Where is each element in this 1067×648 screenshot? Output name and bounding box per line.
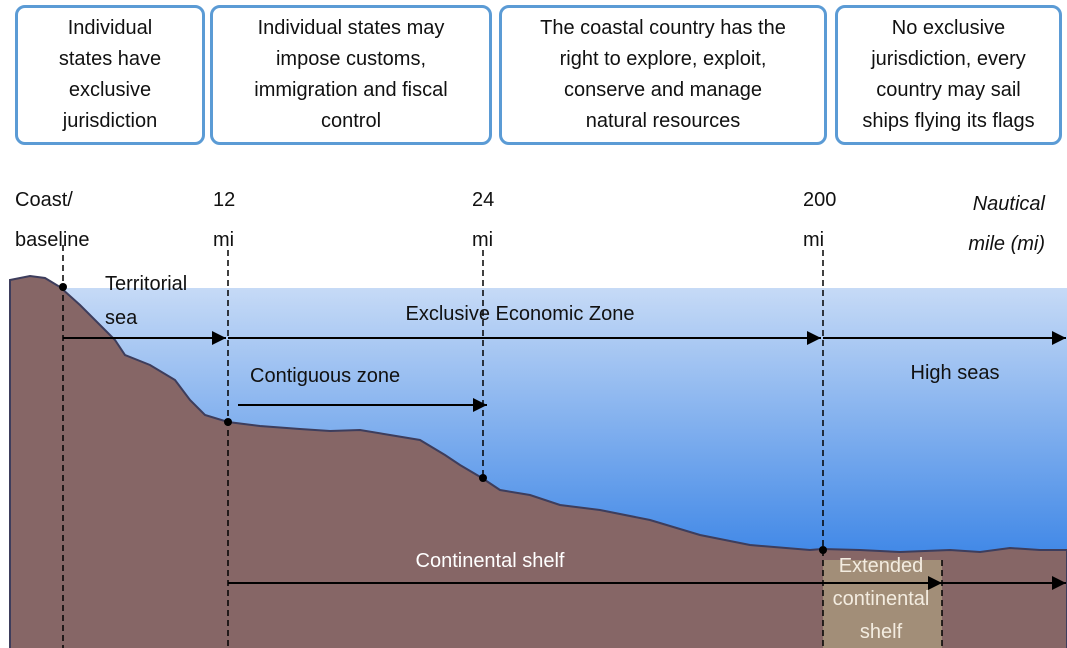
zone-label: sea [105, 307, 138, 329]
box-line: No exclusive [891, 17, 1006, 39]
distance-label: Coast/ [15, 189, 73, 211]
box-line: exclusive [68, 79, 152, 101]
info-box: The coastal country has the right to expl… [499, 5, 827, 145]
distance-label: mi [803, 229, 824, 251]
box-line: states have [58, 48, 162, 70]
zone-label: Continental shelf [416, 550, 565, 572]
zone-label: Extended [839, 555, 924, 577]
distance-label: mi [213, 229, 234, 251]
box-line: jurisdiction [62, 110, 158, 132]
box-line: jurisdiction, every [871, 48, 1026, 70]
box-line: impose customs, [275, 48, 427, 70]
box-line: right to explore, exploit, [559, 48, 767, 70]
box-line: conserve and manage [564, 79, 762, 101]
box-line: Individual states may [257, 17, 445, 39]
info-box: Individual states have exclusive jurisdicti… [15, 5, 205, 145]
box-line: country may sail [876, 79, 1021, 101]
box-line: The coastal country has the [540, 17, 786, 39]
info-box: No exclusive jurisdiction, every country m… [835, 5, 1062, 145]
zone-label: Territorial [105, 273, 187, 295]
distance-label: 200 [803, 189, 836, 211]
seabed [9, 274, 1067, 648]
distance-label: 24 [472, 189, 494, 211]
box-line: Individual [67, 17, 153, 39]
distance-label: mi [472, 229, 493, 251]
box-line: natural resources [585, 110, 741, 132]
zone-label: Exclusive Economic Zone [406, 303, 635, 325]
info-box: Individual states may impose customs, immi… [210, 5, 492, 145]
arrows [63, 331, 1066, 590]
dashed-lines [62, 245, 943, 648]
box-line: ships flying its flags [862, 110, 1035, 132]
unit-label: Nautical [973, 193, 1046, 215]
distance-label: baseline [15, 229, 90, 251]
zone-label: continental [833, 588, 930, 610]
distance-label: 12 [213, 189, 235, 211]
box-line: control [320, 110, 382, 132]
extended-shelf-area [823, 560, 942, 648]
points [59, 283, 827, 554]
unit-label: mile (mi) [968, 233, 1045, 255]
zone-label: shelf [860, 621, 903, 643]
zone-label: High seas [911, 362, 1000, 384]
box-line: immigration and fiscal [254, 79, 448, 101]
zone-label: Contiguous zone [250, 365, 400, 387]
